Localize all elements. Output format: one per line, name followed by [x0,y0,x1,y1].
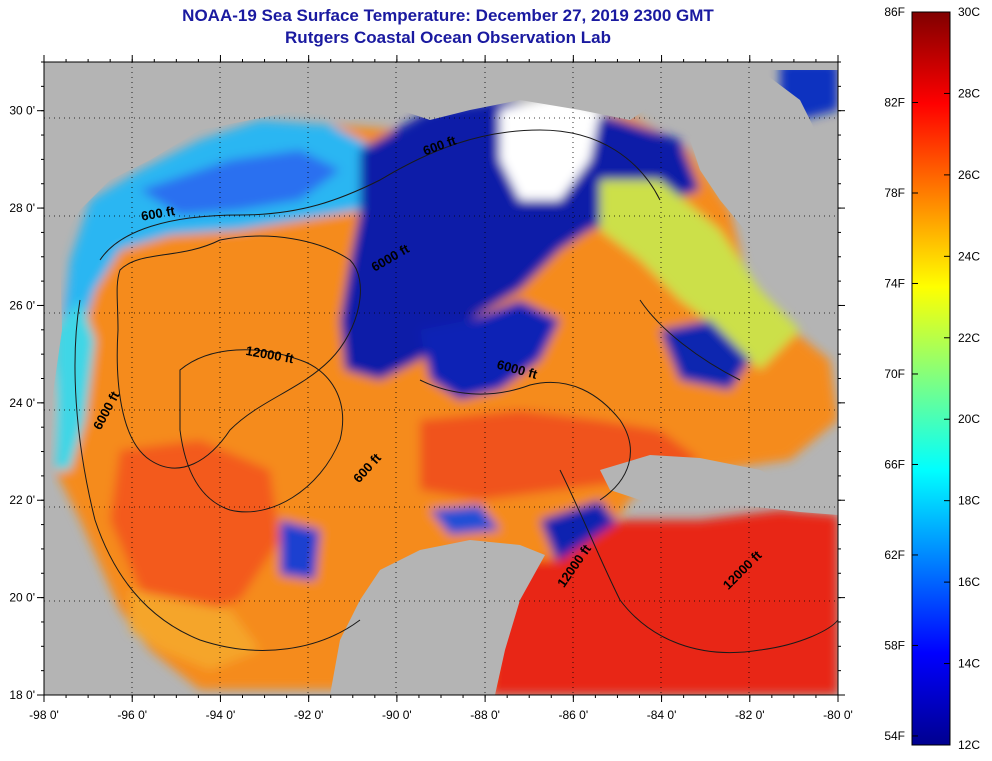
fahrenheit-label: 70F [884,367,905,381]
longitude-labels: -98 0' -96 0' -94 0' -92 0' -90 0' -88 0' -86 … [29,708,853,722]
celsius-label: 14C [958,657,980,671]
lon-tick-label: -94 0' [206,708,236,722]
celsius-label: 18C [958,494,980,508]
fahrenheit-label: 74F [884,276,905,290]
lon-tick-label: -92 0' [294,708,324,722]
lat-tick-label: 26 0' [9,298,35,312]
land-masses [44,62,838,695]
axis-ticks [37,55,845,702]
lat-tick-label: 28 0' [9,201,35,215]
fahrenheit-label: 62F [884,548,905,562]
fahrenheit-label: 82F [884,95,905,109]
fahrenheit-label: 58F [884,638,905,652]
map-subtitle: Rutgers Coastal Ocean Observation Lab [285,28,611,47]
lat-tick-label: 24 0' [9,396,35,410]
celsius-label: 12C [958,738,980,752]
lon-tick-label: -90 0' [382,708,412,722]
fahrenheit-label: 86F [884,5,905,19]
map-title: NOAA-19 Sea Surface Temperature: Decembe… [182,6,714,25]
graticule [44,62,838,695]
lon-tick-label: -88 0' [470,708,500,722]
celsius-labels: 12C 14C 16C 18C 20C 22C 24C 26C 28C 30C [958,5,980,752]
lon-tick-label: -84 0' [647,708,677,722]
fahrenheit-labels: 54F 58F 62F 66F 70F 74F 78F 82F 86F [884,5,905,743]
bathymetry-contours [74,129,838,654]
latitude-labels: 18 0' 20 0' 22 0' 24 0' 26 0' 28 0' 30 0' [9,104,35,702]
lon-tick-label: -82 0' [735,708,765,722]
lon-tick-label: -96 0' [117,708,147,722]
celsius-label: 16C [958,575,980,589]
fahrenheit-label: 78F [884,186,905,200]
temperature-colorbar: 54F 58F 62F 66F 70F 74F 78F 82F 86F 12C 14C 16C 18C… [884,5,980,752]
celsius-label: 30C [958,5,980,19]
celsius-label: 20C [958,412,980,426]
lon-tick-label: -86 0' [559,708,589,722]
contour-label: 600 ft [140,203,177,224]
sea-surface-field [52,62,838,695]
celsius-label: 22C [958,331,980,345]
celsius-label: 24C [958,249,980,263]
lon-tick-label: -98 0' [29,708,59,722]
lat-tick-label: 22 0' [9,493,35,507]
lat-tick-label: 18 0' [9,688,35,702]
fahrenheit-label: 66F [884,457,905,471]
lon-tick-label: -80 0' [823,708,853,722]
fahrenheit-label: 54F [884,729,905,743]
celsius-label: 26C [958,168,980,182]
lat-tick-label: 30 0' [9,104,35,118]
celsius-label: 28C [958,86,980,100]
lat-tick-label: 20 0' [9,591,35,605]
colorbar-gradient [911,11,951,746]
